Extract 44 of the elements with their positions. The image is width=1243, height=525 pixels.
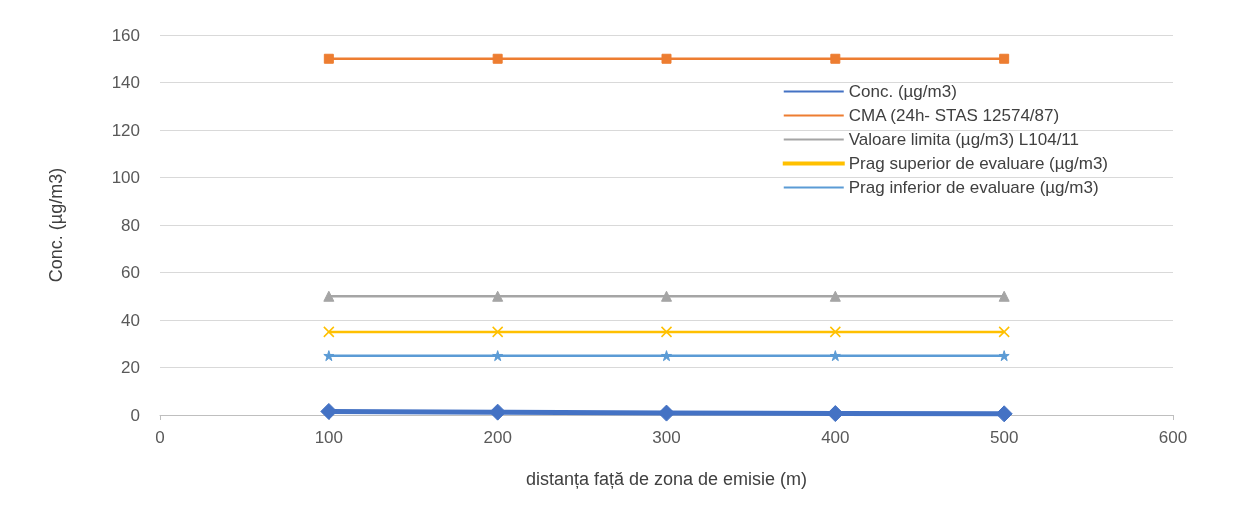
point — [998, 290, 1010, 302]
x-tick-label: 500 — [989, 428, 1019, 447]
point — [660, 326, 673, 338]
legend-label: Prag superior de evaluare (µg/m3) — [848, 154, 1108, 173]
legend-label: Valoare limita (µg/m3) L104/11 — [848, 130, 1080, 149]
point — [998, 350, 1010, 362]
point — [830, 53, 841, 64]
legend-label: Conc. (µg/m3) — [848, 82, 957, 101]
point — [661, 53, 672, 64]
point — [323, 290, 335, 302]
point — [999, 53, 1010, 64]
x-tick-label: 300 — [652, 428, 681, 447]
x-tick-label: 0 — [155, 428, 165, 447]
point — [491, 326, 504, 338]
point — [323, 350, 335, 362]
x-tick-label: 600 — [1158, 428, 1188, 447]
point — [492, 350, 504, 362]
legend-label: Prag inferior de evaluare (µg/m3) — [848, 178, 1099, 197]
y-tick-label: 20 — [121, 358, 140, 377]
point — [661, 350, 672, 362]
point — [492, 53, 503, 64]
y-tick-label: 0 — [130, 405, 140, 425]
y-tick-label: 80 — [121, 215, 140, 235]
y-tick-label: 60 — [121, 263, 140, 282]
legend-label: CMA (24h- STAS 12574/87) — [848, 106, 1060, 125]
y-tick-label: 120 — [111, 120, 140, 140]
x-tick-label: 200 — [483, 428, 512, 447]
point — [658, 404, 675, 422]
y-tick-label: 160 — [111, 25, 140, 45]
point — [829, 326, 842, 338]
y-axis-title: Conc. (µg/m3) — [46, 167, 66, 283]
point — [829, 290, 841, 302]
point — [323, 326, 335, 338]
point — [998, 326, 1010, 338]
y-tick-label: 140 — [111, 73, 140, 92]
y-tick-label: 100 — [111, 168, 140, 187]
y-tick-label: 40 — [121, 310, 140, 330]
x-axis-title: distanța față de zona de emisie (m) — [525, 469, 808, 489]
point — [323, 53, 334, 64]
point — [492, 290, 504, 302]
x-tick-label: 100 — [314, 428, 344, 447]
point — [829, 350, 841, 362]
point — [661, 290, 672, 302]
x-tick-label: 400 — [821, 428, 850, 447]
